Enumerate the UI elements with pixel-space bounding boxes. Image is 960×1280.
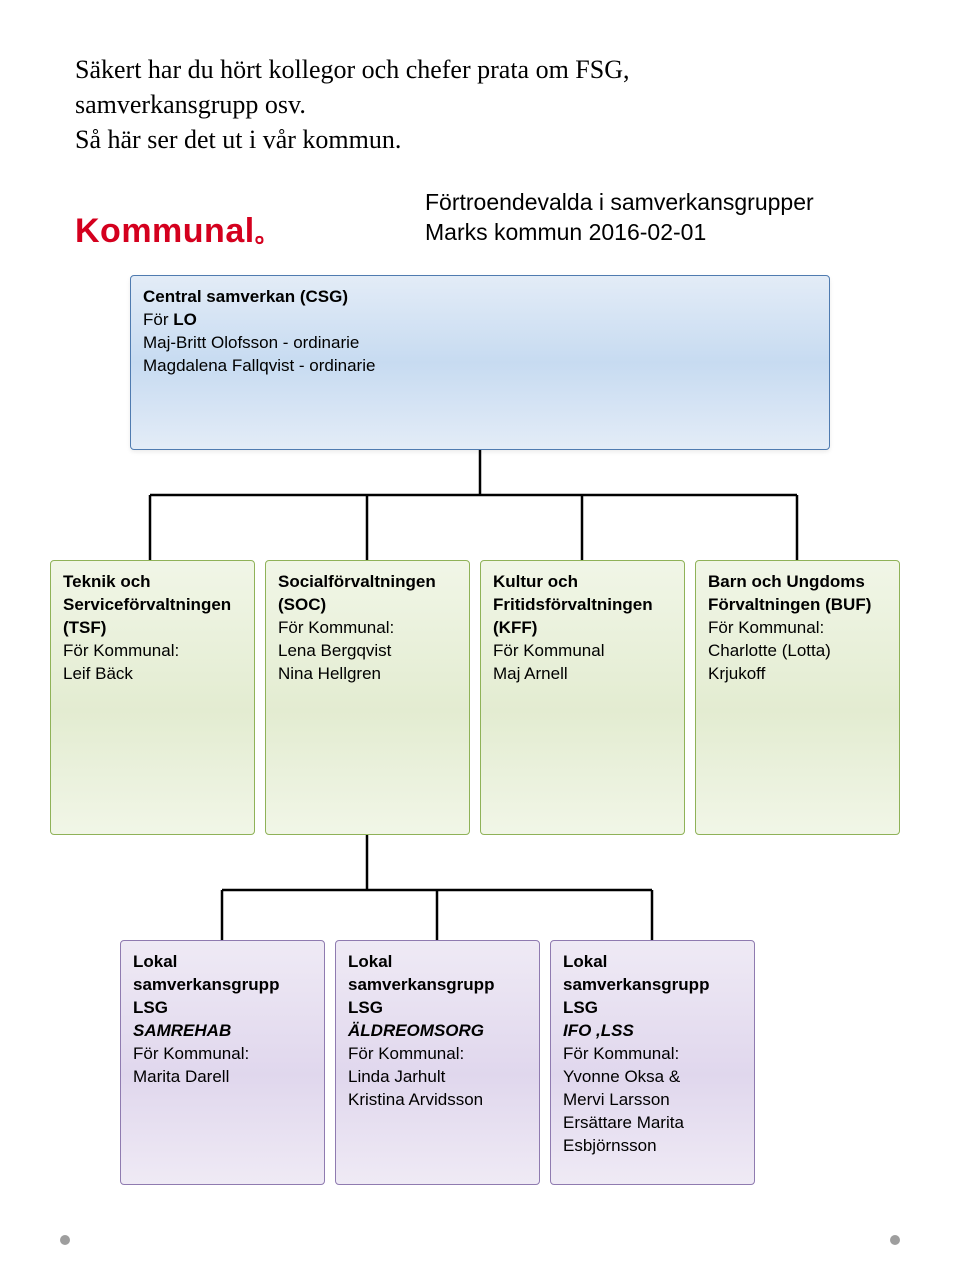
soc-title: Socialförvaltningen xyxy=(278,571,457,594)
lsg-a-name-1: Marita Darell xyxy=(133,1066,312,1089)
lsg-a-t1: Lokal xyxy=(133,951,312,974)
tsf-for-line: För Kommunal: xyxy=(63,640,242,663)
central-for-line: För LO xyxy=(143,309,817,332)
lsg-b-name-2: Kristina Arvidsson xyxy=(348,1089,527,1112)
soc-box: Socialförvaltningen (SOC) För Kommunal: … xyxy=(265,560,470,835)
central-person-1: Maj-Britt Olofsson - ordinarie xyxy=(143,332,817,355)
lsg-b-sub: ÄLDREOMSORG xyxy=(348,1020,527,1043)
lsg-c-t1: Lokal xyxy=(563,951,742,974)
lsg-c-name-2: Mervi Larsson xyxy=(563,1089,742,1112)
lsg-c-for-line: För Kommunal: xyxy=(563,1043,742,1066)
central-for-prefix: För xyxy=(143,310,173,329)
logo-dot-icon: 。 xyxy=(255,221,280,248)
lsg-b-for-line: För Kommunal: xyxy=(348,1043,527,1066)
lsg-c-t3: LSG xyxy=(563,997,742,1020)
tsf-box: Teknik och Serviceförvaltningen (TSF) Fö… xyxy=(50,560,255,835)
buf-for-line: För Kommunal: xyxy=(708,617,887,640)
heading-line-2: samverkansgrupp osv. xyxy=(75,90,306,119)
lsg-b-t3: LSG xyxy=(348,997,527,1020)
subtitle-line-1: Förtroendevalda i samverkansgrupper xyxy=(425,189,814,215)
lsg-c-name-4: Esbjörnsson xyxy=(563,1135,742,1158)
heading-line-1: Säkert har du hört kollegor och chefer p… xyxy=(75,55,630,84)
lsg-b-t2: samverkansgrupp xyxy=(348,974,527,997)
tsf-title: Teknik och Serviceförvaltningen xyxy=(63,571,242,617)
lsg-samrehab-box: Lokal samverkansgrupp LSG SAMREHAB För K… xyxy=(120,940,325,1185)
kff-title: Kultur och Fritidsförvaltningen xyxy=(493,571,672,617)
central-for-org: LO xyxy=(173,310,197,329)
soc-for-line: För Kommunal: xyxy=(278,617,457,640)
soc-name-1: Lena Bergqvist xyxy=(278,640,457,663)
lsg-aldreomsorg-box: Lokal samverkansgrupp LSG ÄLDREOMSORG Fö… xyxy=(335,940,540,1185)
lsg-c-name-1: Yvonne Oksa & xyxy=(563,1066,742,1089)
tsf-acronym: (TSF) xyxy=(63,617,242,640)
subtitle-line-2: Marks kommun 2016-02-01 xyxy=(425,219,706,245)
buf-title: Barn och Ungdoms Förvaltningen (BUF) xyxy=(708,571,887,617)
soc-acronym: (SOC) xyxy=(278,594,457,617)
lsg-ifo-lss-box: Lokal samverkansgrupp LSG IFO ,LSS För K… xyxy=(550,940,755,1185)
lsg-a-for-line: För Kommunal: xyxy=(133,1043,312,1066)
lsg-b-name-1: Linda Jarhult xyxy=(348,1066,527,1089)
heading-line-3: Så här ser det ut i vår kommun. xyxy=(75,125,401,154)
kommunal-logo: Kommunal。 xyxy=(75,212,279,251)
kff-for-line: För Kommunal xyxy=(493,640,672,663)
lsg-b-t1: Lokal xyxy=(348,951,527,974)
lsg-c-name-3: Ersättare Marita xyxy=(563,1112,742,1135)
kff-box: Kultur och Fritidsförvaltningen (KFF) Fö… xyxy=(480,560,685,835)
lsg-c-sub: IFO ,LSS xyxy=(563,1020,742,1043)
buf-name-1: Charlotte (Lotta) Krjukoff xyxy=(708,640,887,686)
central-title: Central samverkan (CSG) xyxy=(143,286,817,309)
logo-text: Kommunal xyxy=(75,212,255,250)
tsf-name-1: Leif Bäck xyxy=(63,663,242,686)
footer-dot-left-icon xyxy=(60,1235,70,1245)
buf-box: Barn och Ungdoms Förvaltningen (BUF) För… xyxy=(695,560,900,835)
footer-dot-right-icon xyxy=(890,1235,900,1245)
intro-heading: Säkert har du hört kollegor och chefer p… xyxy=(75,52,630,157)
soc-name-2: Nina Hellgren xyxy=(278,663,457,686)
lsg-a-t2: samverkansgrupp xyxy=(133,974,312,997)
kff-acronym: (KFF) xyxy=(493,617,672,640)
lsg-a-t3: LSG xyxy=(133,997,312,1020)
chart-title: Förtroendevalda i samverkansgrupper Mark… xyxy=(425,188,814,248)
central-person-2: Magdalena Fallqvist - ordinarie xyxy=(143,355,817,378)
kff-name-1: Maj Arnell xyxy=(493,663,672,686)
lsg-a-sub: SAMREHAB xyxy=(133,1020,312,1043)
lsg-c-t2: samverkansgrupp xyxy=(563,974,742,997)
central-samverkan-box: Central samverkan (CSG) För LO Maj-Britt… xyxy=(130,275,830,450)
